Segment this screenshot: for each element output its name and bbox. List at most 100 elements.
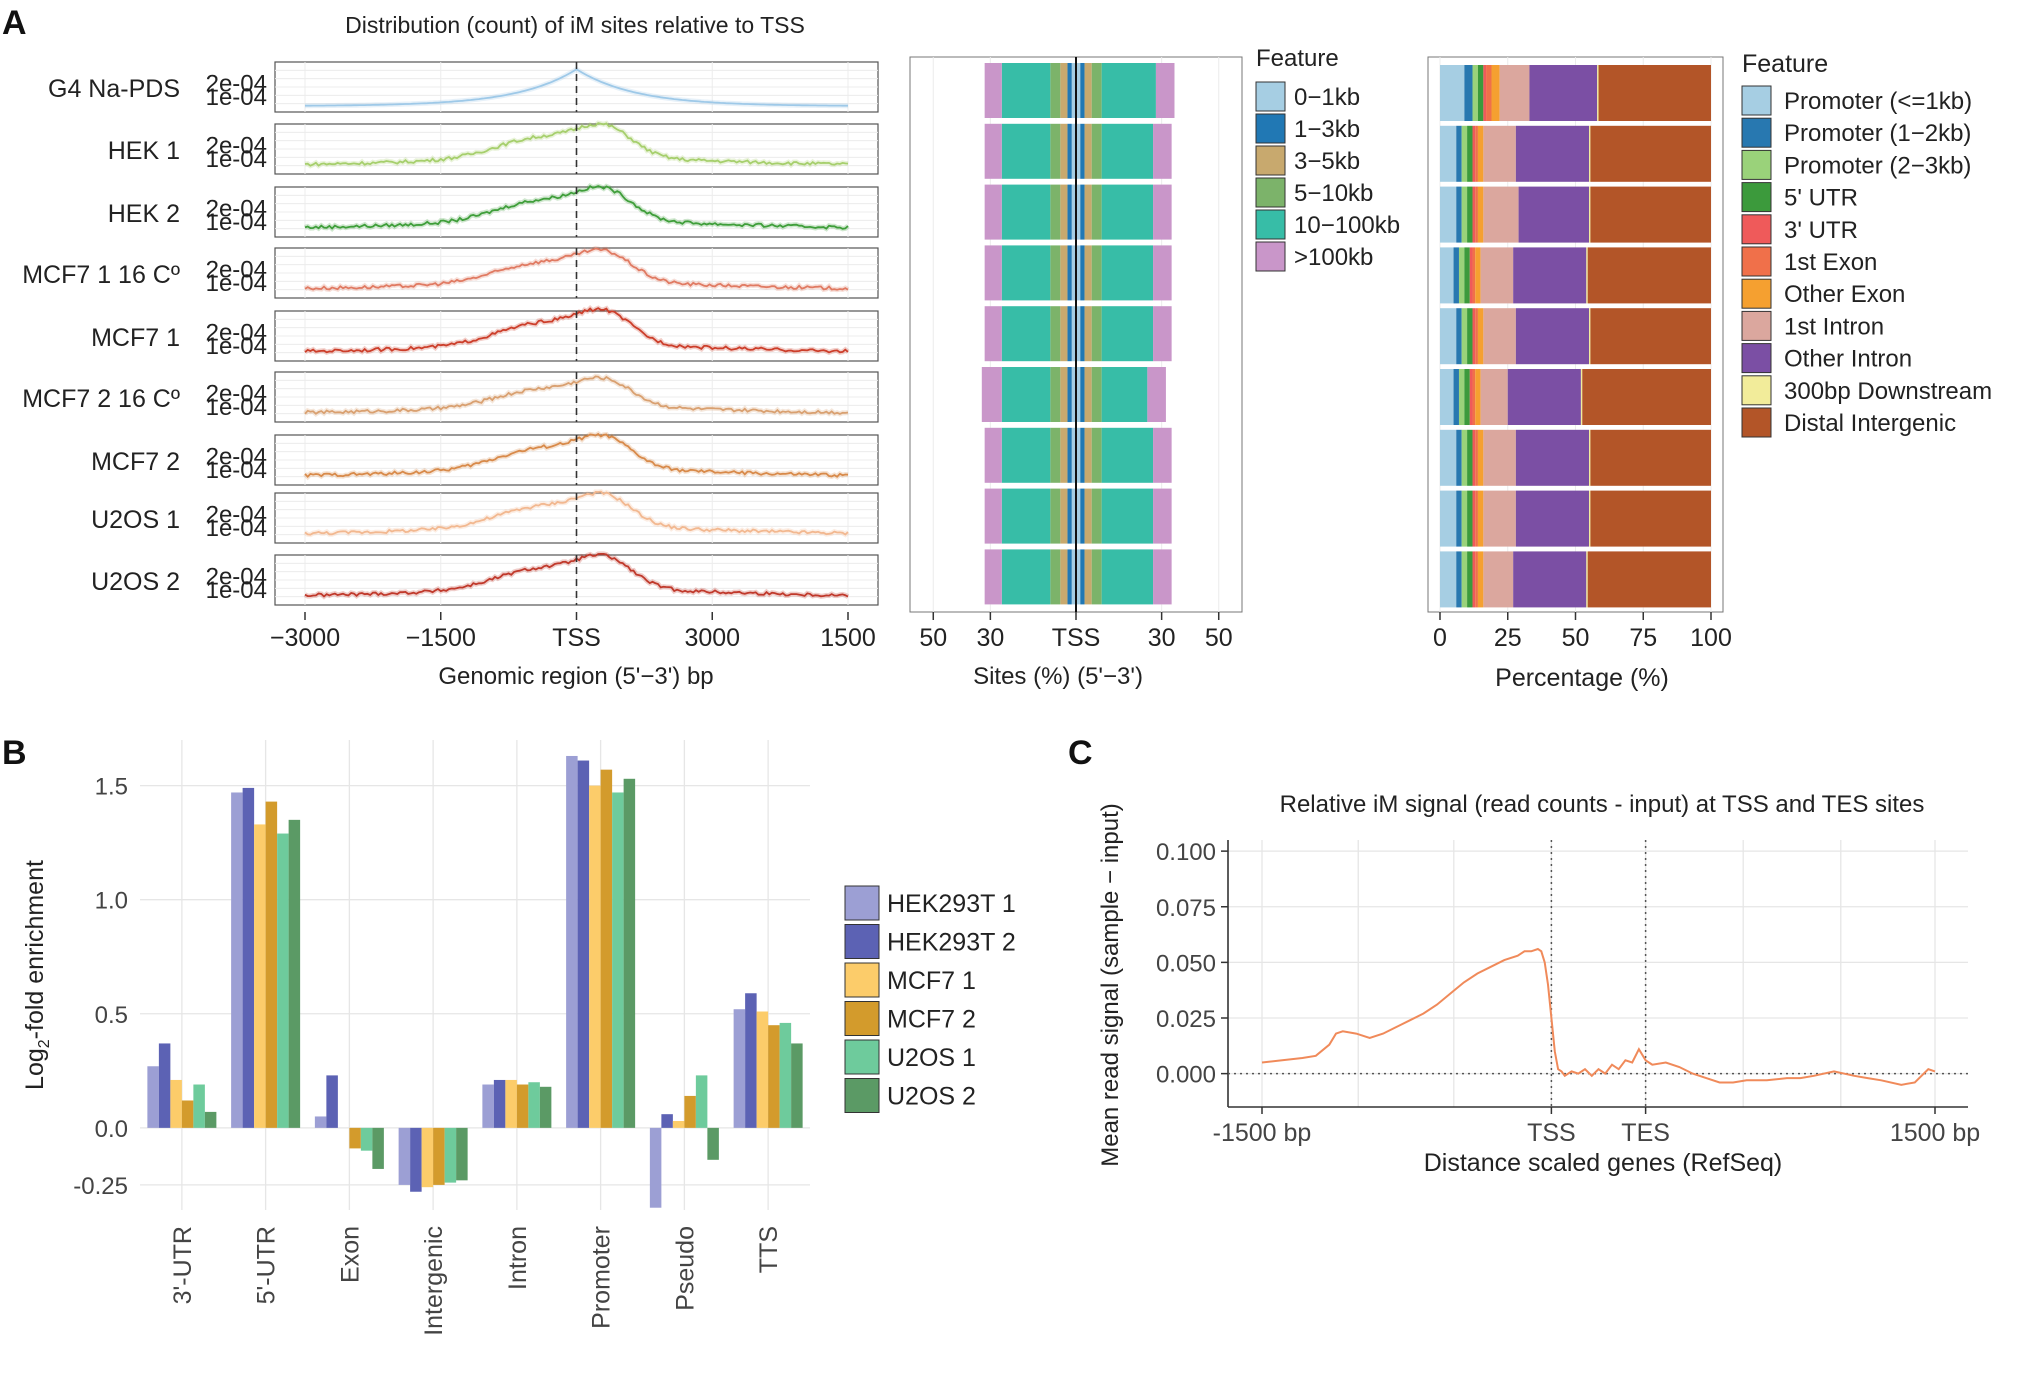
a3-bar-segment xyxy=(1515,490,1590,547)
a1-ytick-label: 1e-04 xyxy=(206,209,267,236)
a3-bar-segment xyxy=(1477,429,1484,486)
a3-bar-segment xyxy=(1472,429,1476,486)
a1-ytick-label: 2e-04 xyxy=(206,133,267,160)
a2-bar-segment xyxy=(1101,549,1154,605)
a3-bar-segment xyxy=(1472,369,1476,425)
a3-legend-swatch xyxy=(1741,182,1772,213)
a2-bar-segment xyxy=(1071,488,1076,544)
a2-legend-swatch xyxy=(1255,113,1286,144)
b-ytick-label: -0.25 xyxy=(73,1173,128,1200)
a2-bar-segment xyxy=(1050,184,1061,240)
b-bar xyxy=(779,1022,792,1128)
a3-bar-segment xyxy=(1480,369,1508,425)
a2-bar-segment xyxy=(1060,184,1068,240)
a2-legend-label: 10−100kb xyxy=(1294,212,1400,239)
b-legend-swatch xyxy=(844,885,880,921)
a3-bar-segment xyxy=(1453,369,1459,425)
c-xtick-label: -1500 bp xyxy=(1213,1119,1312,1147)
a2-bar-segment xyxy=(1153,123,1172,179)
c-ytick-label: 0.000 xyxy=(1156,1062,1216,1089)
b-bar xyxy=(649,1127,662,1208)
a1-row-label: MCF7 1 16 Cº xyxy=(22,261,180,289)
b-xtick-label: Intergenic xyxy=(420,1226,448,1336)
c-ytick-label: 0.075 xyxy=(1156,895,1216,922)
a3-bar-segment xyxy=(1464,369,1470,425)
a2-bar-segment xyxy=(1101,488,1154,544)
a2-xlabel: Sites (%) (5'−3') xyxy=(973,663,1143,690)
a3-legend-swatch xyxy=(1741,246,1772,277)
a2-bar-segment xyxy=(1050,123,1061,179)
a2-legend-swatch xyxy=(1255,145,1286,176)
a3-legend-label: 300bp Downstream xyxy=(1784,378,1992,405)
a1-ytick-label: 1e-04 xyxy=(206,577,267,604)
a3-bar-segment xyxy=(1440,429,1457,486)
a3-legend-label: 1st Exon xyxy=(1784,249,1877,276)
b-bar xyxy=(672,1121,685,1128)
b-legend-label: U2OS 1 xyxy=(887,1044,976,1072)
b-bar xyxy=(756,1011,769,1128)
a2-bar-segment xyxy=(1084,427,1092,483)
a3-bar-segment xyxy=(1467,186,1473,243)
b-legend-swatch xyxy=(844,1039,880,1075)
a3-bar-segment xyxy=(1475,247,1481,304)
a2-xtick-label: 30 xyxy=(1148,624,1176,652)
a2-legend-label: 1−3kb xyxy=(1294,116,1360,143)
b-bar xyxy=(314,1116,327,1128)
b-bar xyxy=(433,1127,445,1185)
panel-c-signal-profile: 0.000 0.025 0.050 0.075 0.100 -1500 bp TSS TES 1… xyxy=(1097,791,1980,1177)
a3-bar-segment xyxy=(1458,369,1465,425)
b-bar xyxy=(456,1127,468,1181)
a3-bar-segment xyxy=(1467,490,1473,547)
a2-bar-segment xyxy=(1080,367,1085,422)
a1-xtick-label: −1500 xyxy=(406,624,476,652)
a1-ytick-label: 2e-04 xyxy=(206,564,267,591)
a2-bar-segment xyxy=(1091,306,1102,362)
a3-bar-segment xyxy=(1483,186,1519,243)
a3-legend-swatch xyxy=(1741,407,1772,438)
b-ytick-label: 0.0 xyxy=(95,1116,128,1143)
a3-legend-label: Promoter (1−2kb) xyxy=(1784,120,1971,147)
b-bar xyxy=(349,1127,361,1149)
a2-legend-label: 5−10kb xyxy=(1294,180,1373,207)
b-ytick-label: 1.5 xyxy=(95,774,128,801)
b-xtick-label: Pseudo xyxy=(671,1226,699,1311)
a3-legend-swatch xyxy=(1741,117,1772,148)
a2-bar-segment xyxy=(1076,488,1081,544)
a2-bar-segment xyxy=(1050,549,1061,605)
a3-bar-segment xyxy=(1456,186,1462,243)
b-legend-label: HEK293T 2 xyxy=(887,929,1016,957)
b-bar xyxy=(372,1127,384,1169)
c-xlabel: Distance scaled genes (RefSeq) xyxy=(1424,1149,1783,1177)
a3-bar-segment xyxy=(1472,186,1476,243)
b-bar xyxy=(242,787,255,1128)
a3-xtick-label: 50 xyxy=(1562,624,1590,652)
a3-bar-segment xyxy=(1590,186,1711,243)
a3-bar-segment xyxy=(1589,125,1591,182)
a2-bar-segment xyxy=(1060,306,1068,362)
a3-bar-segment xyxy=(1456,551,1462,608)
a2-bar-segment xyxy=(1067,367,1072,422)
b-ylabel-sub: 2 xyxy=(36,1039,53,1048)
a2-bar-segment xyxy=(1071,245,1076,301)
a2-bar-segment xyxy=(1076,245,1081,301)
a1-ytick-label: 1e-04 xyxy=(206,515,267,542)
b-ylabel-rest: -fold enrichment xyxy=(21,860,49,1039)
a3-bar-segment xyxy=(1499,65,1530,121)
b-legend-label: MCF7 1 xyxy=(887,967,976,995)
a2-bar-segment xyxy=(1001,427,1051,483)
a2-bar-segment xyxy=(1084,184,1092,240)
a2-bar-segment xyxy=(1060,63,1068,118)
a2-bar-segment xyxy=(1001,63,1051,118)
a3-bar-segment xyxy=(1461,125,1468,182)
a2-bar-segment xyxy=(1076,367,1081,422)
a2-bar-segment xyxy=(1091,63,1102,118)
a2-bar-segment xyxy=(1084,549,1092,605)
a2-bar-segment xyxy=(984,488,1002,544)
a2-bar-segment xyxy=(1155,63,1175,118)
a3-legend-label: Other Intron xyxy=(1784,346,1912,373)
a2-bar-segment xyxy=(1076,123,1081,179)
